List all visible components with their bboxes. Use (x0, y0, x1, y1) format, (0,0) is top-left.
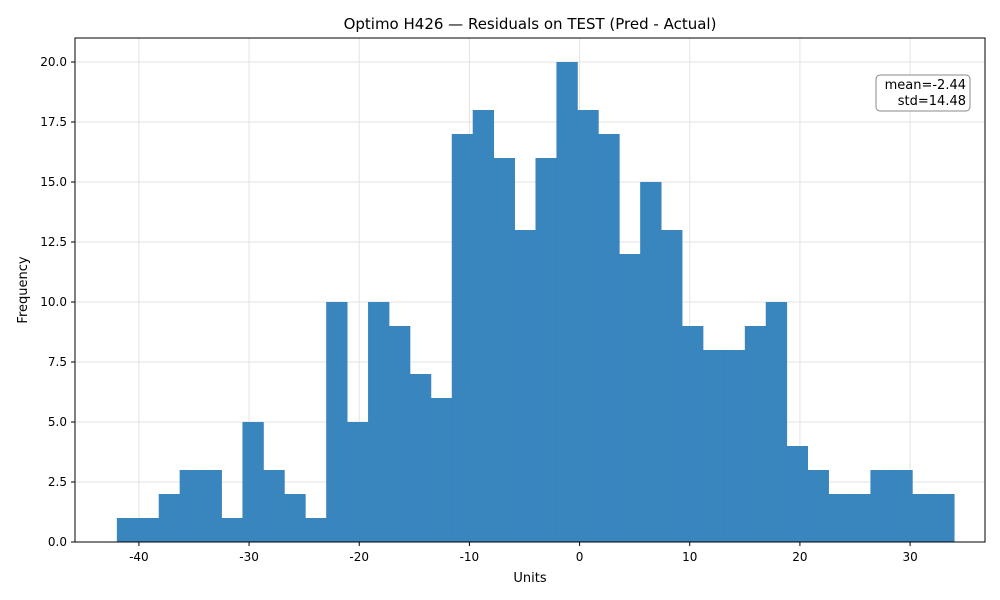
histogram-bar (891, 470, 913, 542)
histogram-bar (577, 110, 599, 542)
histogram-bar (409, 374, 432, 542)
histogram-bar (744, 326, 767, 542)
histogram-bar (702, 350, 725, 542)
x-axis-label: Units (513, 571, 546, 586)
histogram-bar (807, 470, 829, 542)
histogram-bar (326, 302, 348, 542)
y-tick-label: 20.0 (40, 55, 67, 69)
histogram-bar (137, 518, 160, 542)
histogram-bar (765, 302, 788, 542)
x-tick-label: -40 (129, 550, 149, 564)
y-axis-ticks: 0.0 2.5 5.0 7.5 10.0 12.5 15.0 17.5 20.0 (40, 55, 75, 549)
plot-frame (74, 37, 986, 543)
x-tick-label: 0 (576, 550, 584, 564)
y-tick-label: 10.0 (40, 295, 67, 309)
x-axis-ticks: -40 -30 -20 -10 0 10 20 30 (129, 542, 918, 564)
histogram-bar (200, 470, 222, 542)
histogram-bar (723, 350, 746, 542)
histogram-bar (284, 494, 306, 542)
stats-box: mean=-2.44 std=14.48 (875, 74, 971, 112)
y-tick-label: 5.0 (48, 415, 67, 429)
chart-title: Optimo H426 — Residuals on TEST (Pred - … (344, 15, 717, 33)
histogram-bar (828, 494, 850, 542)
histogram-bar (305, 518, 327, 542)
histogram-bar (933, 494, 955, 542)
histogram-bar (619, 254, 641, 542)
stats-box-frame (875, 74, 971, 112)
histogram-bar (514, 230, 536, 542)
x-tick-label: 30 (902, 550, 917, 564)
histogram-bar (640, 182, 662, 542)
histogram-bar (535, 158, 557, 542)
y-tick-label: 7.5 (48, 355, 67, 369)
histogram-bar (368, 302, 390, 542)
histogram-bar (598, 134, 620, 542)
y-tick-label: 17.5 (40, 115, 67, 129)
y-tick-label: 12.5 (40, 235, 67, 249)
histogram-bar (263, 470, 285, 542)
y-tick-label: 15.0 (40, 175, 67, 189)
y-tick-label: 2.5 (48, 475, 67, 489)
x-tick-label: 10 (682, 550, 697, 564)
bars-layer (116, 62, 955, 542)
x-tick-label: -10 (460, 550, 480, 564)
x-tick-label: -30 (239, 550, 259, 564)
histogram-bar (472, 110, 495, 542)
histogram-bar (556, 62, 578, 542)
y-tick-label: 0.0 (48, 535, 67, 549)
x-tick-label: 20 (792, 550, 807, 564)
histogram-bar (430, 398, 453, 542)
histogram-bar (221, 518, 243, 542)
histogram-bar (158, 494, 181, 542)
histogram-bar (849, 494, 871, 542)
histogram-bar (451, 134, 474, 542)
histogram-bar (870, 470, 892, 542)
histogram-bar (116, 518, 139, 542)
histogram-bar (242, 422, 264, 542)
histogram-bar (493, 158, 515, 542)
histogram-bar (786, 446, 809, 542)
x-tick-label: -20 (349, 550, 369, 564)
y-axis-label: Frequency (16, 256, 31, 323)
histogram-bar (179, 470, 201, 542)
histogram-bar (912, 494, 934, 542)
histogram-bar (661, 230, 683, 542)
histogram-bar (682, 326, 704, 542)
histogram-bar (388, 326, 411, 542)
histogram-bar (347, 422, 369, 542)
stat-mean: mean=-2.44 (885, 78, 966, 93)
stat-std: std=14.48 (898, 94, 966, 109)
